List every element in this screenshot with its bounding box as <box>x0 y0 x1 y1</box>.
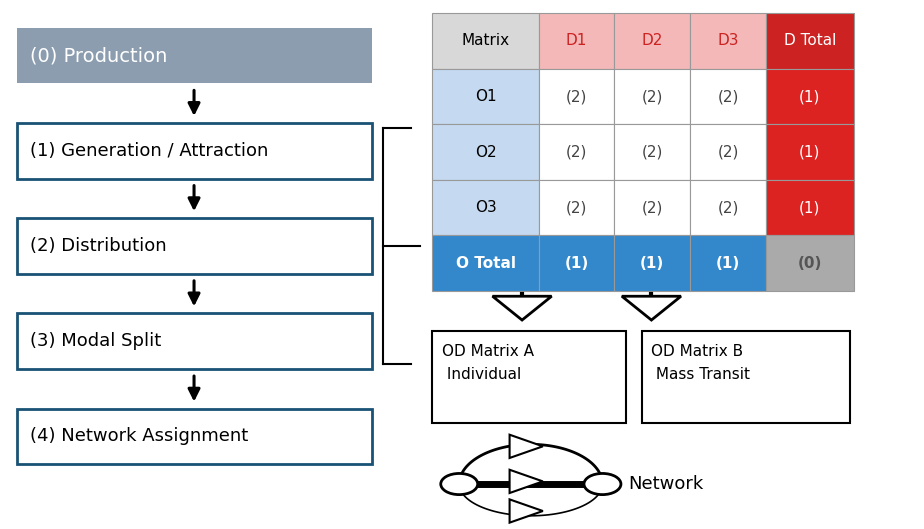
FancyBboxPatch shape <box>614 13 690 69</box>
Text: D3: D3 <box>717 33 739 49</box>
Text: OD Matrix A: OD Matrix A <box>442 344 534 359</box>
FancyBboxPatch shape <box>690 180 766 235</box>
Text: (1) Generation / Attraction: (1) Generation / Attraction <box>30 142 268 160</box>
FancyBboxPatch shape <box>539 235 614 291</box>
Text: (4) Network Assignment: (4) Network Assignment <box>30 427 248 445</box>
Text: (0) Production: (0) Production <box>30 46 167 65</box>
FancyBboxPatch shape <box>690 124 766 180</box>
FancyBboxPatch shape <box>690 69 766 124</box>
Text: (2): (2) <box>565 200 588 215</box>
Text: (1): (1) <box>799 144 821 160</box>
Circle shape <box>441 473 478 495</box>
FancyBboxPatch shape <box>539 124 614 180</box>
Text: Matrix: Matrix <box>461 33 510 49</box>
FancyBboxPatch shape <box>539 69 614 124</box>
FancyBboxPatch shape <box>766 124 854 180</box>
Text: O Total: O Total <box>456 256 516 271</box>
FancyBboxPatch shape <box>642 331 850 423</box>
Text: OD Matrix B: OD Matrix B <box>651 344 744 359</box>
FancyBboxPatch shape <box>614 69 690 124</box>
Text: D1: D1 <box>565 33 588 49</box>
Text: (2): (2) <box>565 144 588 160</box>
Text: Individual: Individual <box>442 367 521 381</box>
FancyBboxPatch shape <box>17 313 372 369</box>
Text: (1): (1) <box>799 89 821 104</box>
FancyBboxPatch shape <box>17 408 372 464</box>
Text: (2): (2) <box>641 89 663 104</box>
Polygon shape <box>492 296 552 320</box>
FancyBboxPatch shape <box>17 218 372 273</box>
Text: (1): (1) <box>716 256 740 271</box>
Text: O2: O2 <box>475 144 496 160</box>
Text: (2): (2) <box>717 144 739 160</box>
Text: Mass Transit: Mass Transit <box>651 367 750 381</box>
FancyBboxPatch shape <box>539 13 614 69</box>
FancyBboxPatch shape <box>17 28 372 83</box>
FancyBboxPatch shape <box>432 13 539 69</box>
Text: O1: O1 <box>475 89 496 104</box>
Text: (1): (1) <box>799 200 821 215</box>
Text: (3) Modal Split: (3) Modal Split <box>30 332 161 350</box>
FancyBboxPatch shape <box>17 123 372 179</box>
Text: (2) Distribution: (2) Distribution <box>30 237 166 255</box>
Polygon shape <box>510 435 543 458</box>
FancyBboxPatch shape <box>690 13 766 69</box>
Text: (2): (2) <box>717 89 739 104</box>
FancyBboxPatch shape <box>432 69 539 124</box>
FancyBboxPatch shape <box>766 69 854 124</box>
FancyBboxPatch shape <box>539 180 614 235</box>
FancyBboxPatch shape <box>432 331 626 423</box>
Text: (2): (2) <box>717 200 739 215</box>
Text: Network: Network <box>628 475 703 493</box>
FancyBboxPatch shape <box>690 235 766 291</box>
Polygon shape <box>510 499 543 523</box>
Text: (2): (2) <box>641 200 663 215</box>
Text: D Total: D Total <box>784 33 836 49</box>
FancyBboxPatch shape <box>614 180 690 235</box>
FancyBboxPatch shape <box>432 124 539 180</box>
Text: D2: D2 <box>641 33 663 49</box>
FancyBboxPatch shape <box>614 124 690 180</box>
Text: (1): (1) <box>565 256 589 271</box>
Text: (2): (2) <box>641 144 663 160</box>
Text: O3: O3 <box>475 200 496 215</box>
Text: (0): (0) <box>797 256 822 271</box>
FancyBboxPatch shape <box>432 235 539 291</box>
FancyBboxPatch shape <box>766 180 854 235</box>
FancyBboxPatch shape <box>614 235 690 291</box>
Polygon shape <box>510 470 543 493</box>
FancyBboxPatch shape <box>766 13 854 69</box>
Text: (1): (1) <box>640 256 664 271</box>
Text: (2): (2) <box>565 89 588 104</box>
Polygon shape <box>622 296 681 320</box>
FancyBboxPatch shape <box>432 180 539 235</box>
FancyBboxPatch shape <box>766 235 854 291</box>
Circle shape <box>584 473 621 495</box>
